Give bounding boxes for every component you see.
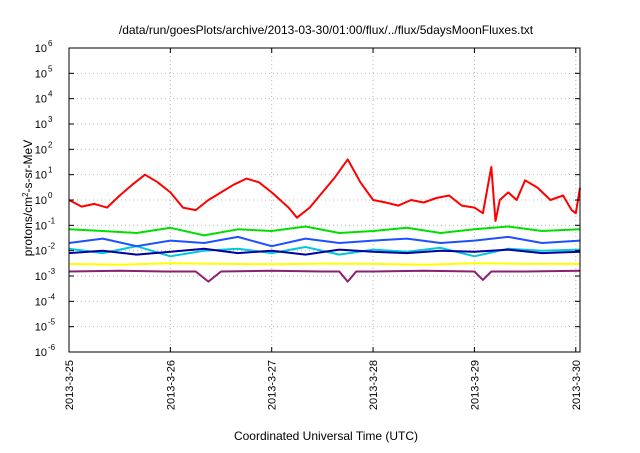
y-axis-label: protons/cm2-s-sr-MeV: [21, 140, 35, 256]
series-line-4: [68, 235, 581, 248]
y-tick-exponent: -5: [48, 318, 56, 327]
y-tick-exponent: 3: [48, 115, 53, 124]
series-line-6: [68, 262, 580, 266]
y-tick-label: 10: [35, 195, 47, 207]
y-tick-label: 10: [35, 271, 47, 283]
x-axis-label: Coordinated Universal Time (UTC): [234, 429, 418, 443]
y-axis-label-sup: 2: [21, 192, 30, 197]
y-tick-exponent: -2: [48, 242, 56, 251]
x-tick-label: 2013-3-29: [469, 360, 481, 410]
x-tick-label: 2013-3-26: [165, 360, 177, 410]
y-tick-exponent: 1: [48, 166, 53, 175]
x-tick-label: 2013-3-27: [267, 360, 279, 410]
y-tick-exponent: -4: [48, 292, 56, 301]
y-axis-label-suffix: -s-sr-MeV: [21, 140, 35, 193]
series-line-1: [68, 158, 581, 222]
y-tick-label: 10: [35, 94, 47, 106]
y-tick-exponent: -6: [48, 343, 56, 352]
y-tick-label: 10: [35, 246, 47, 258]
x-tick-label: 2013-3-28: [368, 360, 380, 410]
y-tick-label: 10: [35, 296, 47, 308]
y-tick-exponent: 2: [48, 140, 53, 149]
y-tick-exponent: 5: [48, 64, 53, 73]
y-tick-label: 10: [35, 144, 47, 156]
x-tick-label: 2013-3-25: [64, 360, 76, 410]
y-tick-label: 10: [35, 322, 47, 334]
y-tick-label: 10: [35, 347, 47, 359]
y-axis-label-prefix: protons/cm: [21, 197, 35, 256]
y-tick-exponent: -3: [48, 267, 56, 276]
series-group: [68, 158, 581, 283]
series-line-2: [68, 225, 581, 237]
y-tick-label: 10: [35, 119, 47, 131]
series-line-5: [68, 247, 581, 256]
y-tick-label: 10: [35, 43, 47, 55]
y-tick-exponent: 0: [48, 191, 53, 200]
x-tick-label: 2013-3-30: [571, 360, 583, 410]
chart-title: /data/run/goesPlots/archive/2013-03-30/0…: [119, 23, 534, 37]
y-tick-exponent: -1: [48, 216, 56, 225]
ticks: 10 -610 -510 -410 -310 -210 -110 010 110 210 310 41…: [35, 39, 583, 410]
grid: [69, 48, 580, 352]
y-tick-label: 10: [35, 170, 47, 182]
y-tick-exponent: 4: [48, 90, 53, 99]
y-tick-label: 10: [35, 220, 47, 232]
series-line-7: [68, 269, 581, 283]
series-line-3: [68, 245, 581, 258]
y-tick-label: 10: [35, 68, 47, 80]
y-tick-exponent: 6: [48, 39, 53, 48]
